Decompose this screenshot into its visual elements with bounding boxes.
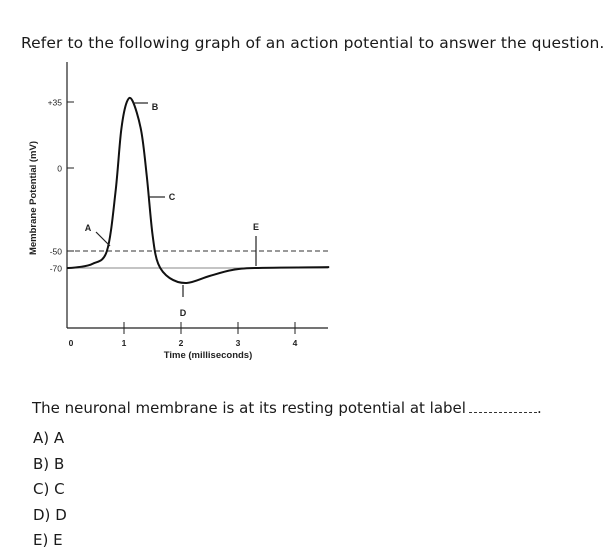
x-tick-label: 1 — [122, 338, 127, 348]
option-b-text: B — [53, 454, 65, 473]
y-tick-label: +35 — [48, 98, 63, 108]
label-b: B — [152, 102, 159, 112]
option-e-letter: E) — [33, 531, 49, 549]
x-tick-label: 3 — [236, 338, 241, 348]
question-intro: Refer to the following graph of an actio… — [21, 34, 605, 52]
option-d-text: D — [55, 505, 67, 524]
answer-options: A) A B) B C) C D) D E) E — [33, 428, 67, 556]
x-tick-label: 0 — [69, 338, 74, 348]
graph-axes — [66, 62, 328, 329]
y-tick-label: -70 — [50, 264, 63, 274]
label-a-leader — [95, 231, 111, 247]
option-b[interactable]: B) B — [33, 454, 67, 480]
option-d-letter: D) — [33, 505, 51, 524]
y-tick-label: 0 — [57, 164, 62, 174]
x-axis-label: Time (milliseconds) — [164, 350, 253, 361]
option-a-letter: A) — [33, 429, 50, 447]
x-tick-label: 4 — [293, 338, 298, 348]
answer-blank — [468, 400, 537, 413]
option-a[interactable]: A) A — [33, 428, 67, 454]
y-axis-label: Membrane Potential (mV) — [28, 141, 39, 255]
option-c[interactable]: C) C — [33, 479, 67, 505]
option-e-text: E — [53, 531, 63, 549]
label-d: D — [180, 308, 187, 318]
x-tick-label: 2 — [179, 338, 184, 348]
option-c-letter: C) — [33, 480, 50, 498]
option-c-text: C — [54, 480, 65, 498]
question-prompt: The neuronal membrane is at its resting … — [32, 399, 466, 417]
action-potential-graph: +35 0 -50 -70 0 1 2 3 4 A B C D E Membrane Potentia… — [28, 62, 330, 361]
label-a: A — [85, 223, 92, 233]
label-e: E — [253, 222, 259, 232]
option-a-text: A — [53, 429, 65, 447]
action-potential-curve — [66, 96, 330, 285]
option-b-letter: B) — [33, 454, 50, 473]
option-e[interactable]: E) E — [33, 530, 67, 556]
question-prompt-line: The neuronal membrane is at its resting … — [32, 399, 542, 417]
option-d[interactable]: D) D — [33, 505, 67, 531]
y-tick-label: -50 — [50, 247, 63, 257]
label-c: C — [169, 192, 176, 202]
